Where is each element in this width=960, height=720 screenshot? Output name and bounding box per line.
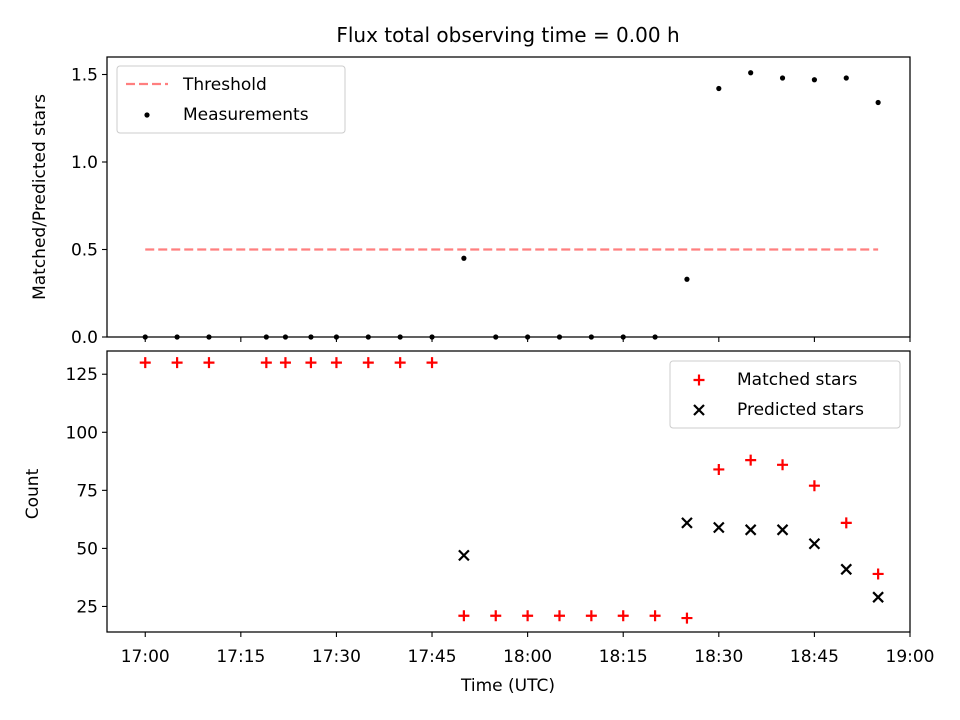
legend-predicted-swatch [693, 404, 705, 416]
measurement-point [875, 99, 881, 106]
bottom-xtick-label: 17:45 [408, 647, 457, 667]
bottom-xtick-label: 17:00 [121, 647, 170, 667]
matched-star-point [458, 610, 470, 622]
bottom-xtick-label: 18:00 [503, 647, 552, 667]
matched-star-point [840, 517, 852, 529]
matched-star-point [808, 480, 820, 492]
measurement-point [716, 85, 722, 92]
predicted-star-point [744, 524, 757, 536]
bottom-ytick-label: 125 [66, 365, 98, 385]
measurement-point [525, 334, 531, 340]
legend-predicted-label: Predicted stars [737, 400, 864, 420]
bottom-xlabel: Time (UTC) [460, 676, 555, 696]
bottom-axes-frame [106, 350, 911, 633]
measurement-point [843, 75, 849, 81]
matched-star-point [171, 357, 183, 369]
legend-matched-label: Matched stars [737, 370, 857, 390]
predicted-star-point [458, 549, 470, 562]
legend-measurements-label: Measurements [183, 105, 309, 125]
matched-star-point [522, 610, 534, 622]
bottom-legend-box [669, 360, 901, 429]
measurement-point [748, 70, 754, 76]
top-legend-box [116, 65, 346, 134]
measurement-point [652, 334, 658, 340]
predicted-star-point [681, 517, 693, 529]
top-ylabel: Matched/Predicted stars [30, 94, 50, 300]
measurement-point [397, 334, 403, 340]
matched-star-point [394, 357, 406, 369]
measurement-point [556, 334, 563, 340]
predicted-star-point [808, 537, 821, 550]
measurement-point [779, 75, 786, 81]
measurement-point [333, 334, 340, 340]
measurement-point [429, 334, 435, 340]
bottom-xtick-label: 18:45 [790, 647, 839, 667]
matched-star-point [585, 610, 597, 622]
matched-star-point [362, 357, 374, 369]
legend-threshold-label: Threshold [182, 75, 267, 95]
bottom-xtick-label: 17:30 [312, 647, 361, 667]
top-legend: Threshold Measurements [116, 65, 346, 134]
top-ytick-label: 0.5 [71, 241, 98, 261]
matched-star-point [777, 459, 789, 471]
top-ytick-label: 0.0 [71, 328, 98, 348]
top-ytick-label: 1.5 [71, 66, 98, 86]
matched-star-point [681, 612, 693, 624]
bottom-ytick-label: 25 [76, 597, 98, 617]
measurement-point [142, 334, 148, 340]
bottom-xtick-label: 18:15 [599, 647, 648, 667]
bottom-xtick-label: 19:00 [886, 647, 935, 667]
measurement-point [263, 334, 269, 340]
matched-star-point [553, 610, 565, 622]
legend-matched-swatch [693, 374, 705, 386]
bottom-ytick-label: 100 [66, 423, 98, 443]
matched-star-point [745, 454, 757, 466]
bottom-legend: Matched stars Predicted stars [669, 360, 901, 429]
measurement-point [684, 276, 690, 282]
measurement-point [461, 255, 467, 261]
measurement-point [620, 334, 626, 340]
bottom-ytick-label: 50 [76, 539, 98, 559]
chart-title: Flux total observing time = 0.00 h [336, 23, 679, 47]
matched-star-point [490, 610, 502, 622]
matched-star-point [203, 357, 215, 369]
matched-star-point [260, 357, 272, 369]
matched-star-point [330, 357, 342, 369]
measurement-point [811, 77, 818, 83]
measurement-point [174, 334, 180, 340]
top-panel: 0.0 0.5 1.0 1.5 Threshold Measurements [71, 56, 911, 348]
predicted-star-point [776, 524, 789, 536]
top-ytick-label: 1.0 [71, 153, 98, 173]
bottom-xtick-label: 18:30 [694, 647, 743, 667]
matched-star-point [617, 610, 629, 622]
matched-star-point [649, 610, 661, 622]
bottom-ylabel: Count [23, 468, 43, 519]
measurement-point [308, 334, 314, 340]
matched-star-point [279, 357, 291, 369]
bottom-panel: 25 50 75 100 125 17:00 17:15 17:30 17:45 18:00 18:… [66, 350, 935, 667]
matched-star-point [139, 357, 151, 369]
measurement-point [365, 334, 371, 340]
matched-star-point [713, 463, 725, 475]
measurement-point [282, 334, 289, 340]
measurement-point [206, 334, 212, 340]
predicted-star-point [713, 521, 725, 534]
legend-measurements-swatch [144, 112, 150, 118]
measurement-point [493, 334, 499, 340]
top-axes-frame [106, 56, 911, 338]
predicted-star-point [840, 563, 853, 576]
matched-star-point [305, 357, 317, 369]
measurement-point [588, 334, 594, 340]
matched-star-point [872, 568, 884, 580]
predicted-star-point [872, 591, 884, 603]
matched-star-point [426, 357, 438, 369]
bottom-ytick-label: 75 [76, 481, 98, 501]
bottom-xtick-label: 17:15 [216, 647, 265, 667]
